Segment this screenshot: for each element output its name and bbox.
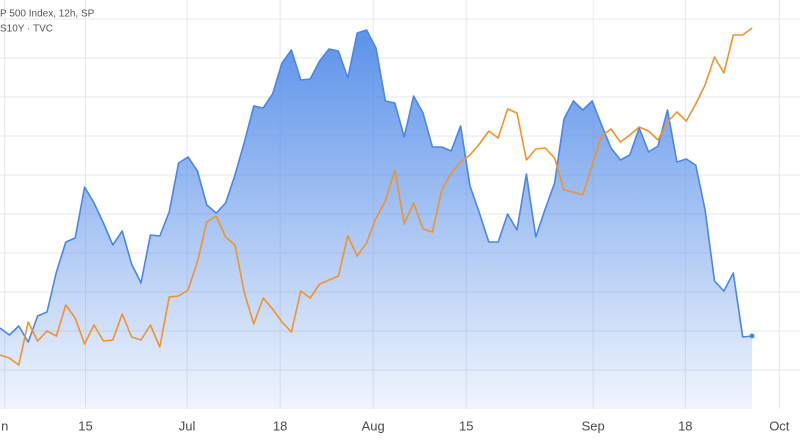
x-tick-label: Oct	[769, 418, 790, 433]
x-tick-label: 18	[678, 418, 692, 433]
last-point	[749, 333, 755, 339]
series-line	[0, 29, 753, 343]
x-tick-label: 15	[78, 418, 92, 433]
x-tick-label: n	[1, 418, 8, 433]
x-tick-label: Aug	[362, 418, 385, 433]
legend-entry: S10Y · TVC	[0, 24, 53, 35]
x-tick-label: Jul	[179, 418, 196, 433]
plot	[0, 27, 755, 409]
x-tick-label: 18	[273, 418, 287, 433]
legend-entry: P 500 Index, 12h, SP	[0, 9, 95, 20]
x-tick-label: Sep	[582, 418, 605, 433]
x-axis: n 15 Jul 18 Aug 15 Sep 18 Oct	[1, 418, 790, 433]
series-line	[0, 27, 753, 366]
x-tick-label: 15	[459, 418, 473, 433]
